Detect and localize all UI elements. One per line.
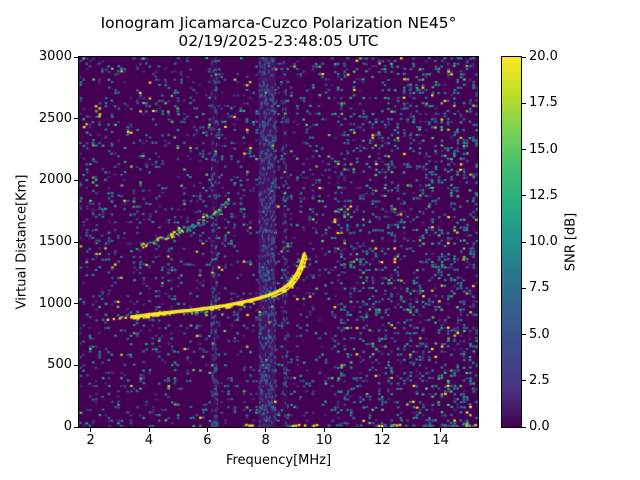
colorbar-tick-label: 7.5 [529,280,550,296]
colorbar-tick-label: 15.0 [529,141,558,157]
colorbar-frame [501,56,522,428]
y-tick-label: 2500 [38,110,72,126]
y-tick-mark [74,241,78,243]
y-tick-label: 1500 [38,234,72,249]
colorbar-tick-mark [522,56,526,58]
chart-subtitle: 02/19/2025-23:48:05 UTC [178,31,379,50]
y-tick-mark [74,426,78,428]
x-tick-mark [381,428,383,432]
colorbar-tick-label: 0.0 [529,419,550,434]
x-tick-label: 14 [432,433,449,448]
x-tick-label: 8 [261,433,270,448]
y-tick-mark [74,179,78,181]
x-axis-label: Frequency[MHz] [225,453,332,468]
colorbar-tick-label: 12.5 [529,187,558,203]
y-tick-label: 2000 [38,172,72,188]
x-tick-label: 6 [203,433,212,448]
x-tick-mark [148,428,150,432]
x-tick-mark [206,428,208,432]
colorbar-gradient [502,57,521,427]
colorbar-label: SNR [dB] [563,212,579,272]
y-tick-label: 0 [63,419,72,434]
colorbar-tick-label: 5.0 [529,326,550,342]
x-tick-label: 10 [315,433,333,448]
colorbar-tick-label: 10.0 [529,234,558,249]
y-tick-mark [74,56,78,58]
x-tick-label: 4 [144,433,154,448]
y-axis-label: Virtual Distance[Km] [14,174,30,310]
colorbar-tick-mark [522,195,526,197]
colorbar-tick-mark [522,287,526,289]
y-tick-label: 500 [47,357,72,373]
y-tick-mark [74,364,78,366]
colorbar-tick-mark [522,149,526,150]
y-tick-mark [74,118,78,120]
colorbar-tick-mark [522,426,526,428]
colorbar-tick-mark [522,102,526,104]
colorbar-tick-label: 17.5 [529,95,558,111]
x-tick-mark [440,428,442,432]
ionogram-heatmap [79,57,478,427]
x-tick-mark [323,428,325,432]
x-tick-label: 2 [86,433,95,448]
colorbar-tick-label: 20.0 [529,49,558,64]
colorbar-tick-mark [522,380,526,382]
x-tick-mark [90,428,92,432]
title-block: Ionogram Jicamarca-Cuzco Polarization NE… [79,14,478,50]
colorbar-tick-mark [522,334,526,335]
y-tick-label: 1000 [38,295,72,311]
chart-title: Ionogram Jicamarca-Cuzco Polarization NE… [100,14,457,32]
colorbar-tick-mark [522,241,526,243]
x-tick-mark [265,428,267,432]
y-tick-label: 3000 [38,49,72,64]
plot-frame [78,56,479,428]
colorbar-tick-label: 2.5 [529,372,550,388]
x-tick-label: 12 [374,433,391,448]
y-tick-mark [74,303,78,305]
